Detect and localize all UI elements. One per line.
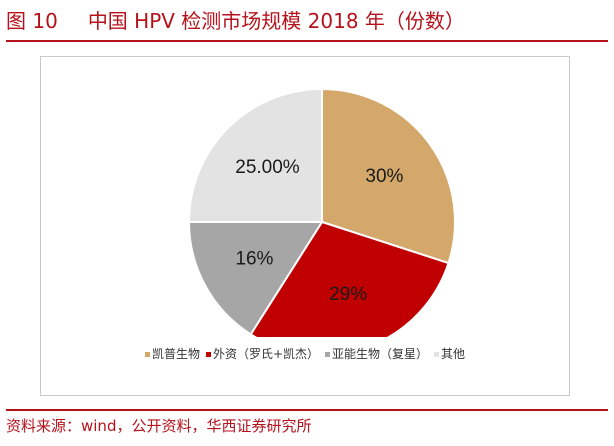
figure-number: 图 10 bbox=[6, 9, 58, 33]
figure-title: 图 10 中国 HPV 检测市场规模 2018 年（份数） bbox=[6, 8, 465, 34]
source-note: 资料来源：wind，公开资料，华西证券研究所 bbox=[6, 417, 312, 435]
legend-label-4: 其他 bbox=[441, 347, 466, 361]
pie-slice-3 bbox=[187, 221, 324, 336]
pie-chart: 30% 29% 16% 25.00% bbox=[187, 87, 456, 337]
pie-slice-1 bbox=[321, 87, 456, 265]
pie-slice-label-2: 29% bbox=[329, 284, 367, 305]
pie-slice-label-4: 25.00% bbox=[235, 157, 300, 178]
legend-swatch-1 bbox=[144, 352, 150, 357]
legend-swatch-3 bbox=[325, 352, 331, 357]
legend-item-3: 亚能生物（复星） bbox=[325, 345, 428, 362]
title-divider bbox=[6, 40, 608, 42]
legend-item-1: 凯普生物 bbox=[144, 345, 200, 362]
legend-label-1: 凯普生物 bbox=[151, 347, 200, 361]
figure-caption: 中国 HPV 检测市场规模 2018 年（份数） bbox=[87, 9, 465, 33]
legend-swatch-2 bbox=[205, 352, 211, 357]
pie-slice-label-3: 16% bbox=[235, 249, 273, 270]
chart-frame: 30% 29% 16% 25.00% 凯普生物 外资（罗氏+凯杰） 亚能生物（复星） 其他 bbox=[40, 56, 570, 396]
legend-swatch-4 bbox=[434, 352, 440, 357]
pie-slice-2 bbox=[249, 220, 450, 337]
legend-item-2: 外资（罗氏+凯杰） bbox=[205, 345, 320, 362]
legend-label-3: 亚能生物（复星） bbox=[332, 347, 429, 361]
source-divider bbox=[6, 409, 608, 411]
chart-legend: 凯普生物 外资（罗氏+凯杰） 亚能生物（复星） 其他 bbox=[41, 345, 569, 362]
pie-slice-4 bbox=[187, 87, 323, 223]
pie-slice-label-1: 30% bbox=[365, 166, 403, 187]
legend-label-2: 外资（罗氏+凯杰） bbox=[212, 347, 320, 361]
legend-item-4: 其他 bbox=[434, 345, 465, 362]
